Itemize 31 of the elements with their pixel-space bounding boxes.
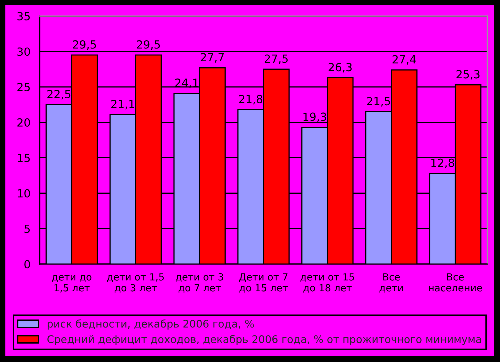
data-label: 21,5 xyxy=(367,97,390,107)
x-tick-label: дети от 3 до 7 лет xyxy=(176,273,224,293)
x-tick-label: дети до 1,5 лет xyxy=(52,275,92,293)
y-tick-label: 5 xyxy=(24,224,30,234)
x-tick-label: Все дети xyxy=(380,274,404,293)
data-label: 26,3 xyxy=(328,63,352,73)
y-tick-label: 25 xyxy=(18,83,30,92)
y-tick-label: 35 xyxy=(18,12,30,21)
legend-label: риск бедности, декабрь 2006 года, % xyxy=(48,320,254,330)
data-label: 29,5 xyxy=(73,40,96,50)
x-tick-label: дети от 1,5 до 3 лет xyxy=(107,274,164,293)
data-label: 29,5 xyxy=(137,40,160,50)
data-label: 27,4 xyxy=(392,55,416,65)
x-tick-label: Дети от 7 до 15 лет xyxy=(239,274,288,293)
data-label: 21,8 xyxy=(239,95,263,105)
y-tick-label: 15 xyxy=(18,154,30,162)
data-label: 12,8 xyxy=(432,158,454,168)
data-label: 22,5 xyxy=(48,90,71,100)
data-label: 27,5 xyxy=(264,54,288,64)
data-label: 21,1 xyxy=(112,100,134,110)
legend-label: Средний дефицит доходов, декабрь 2006 года, % от прожиточного минимума xyxy=(48,335,482,346)
y-tick-label: 20 xyxy=(18,118,30,127)
data-label: 19,3 xyxy=(304,112,326,122)
x-tick-label: Все население xyxy=(429,274,482,292)
data-label: 27,7 xyxy=(201,53,224,63)
data-label: 24,1 xyxy=(175,78,198,88)
y-tick-label: 10 xyxy=(18,189,30,198)
x-tick-label: дети от 15 до 18 лет xyxy=(300,274,354,293)
y-tick-label: 0 xyxy=(24,260,30,269)
y-tick-label: 30 xyxy=(18,48,30,56)
data-label: 25,3 xyxy=(456,70,480,80)
